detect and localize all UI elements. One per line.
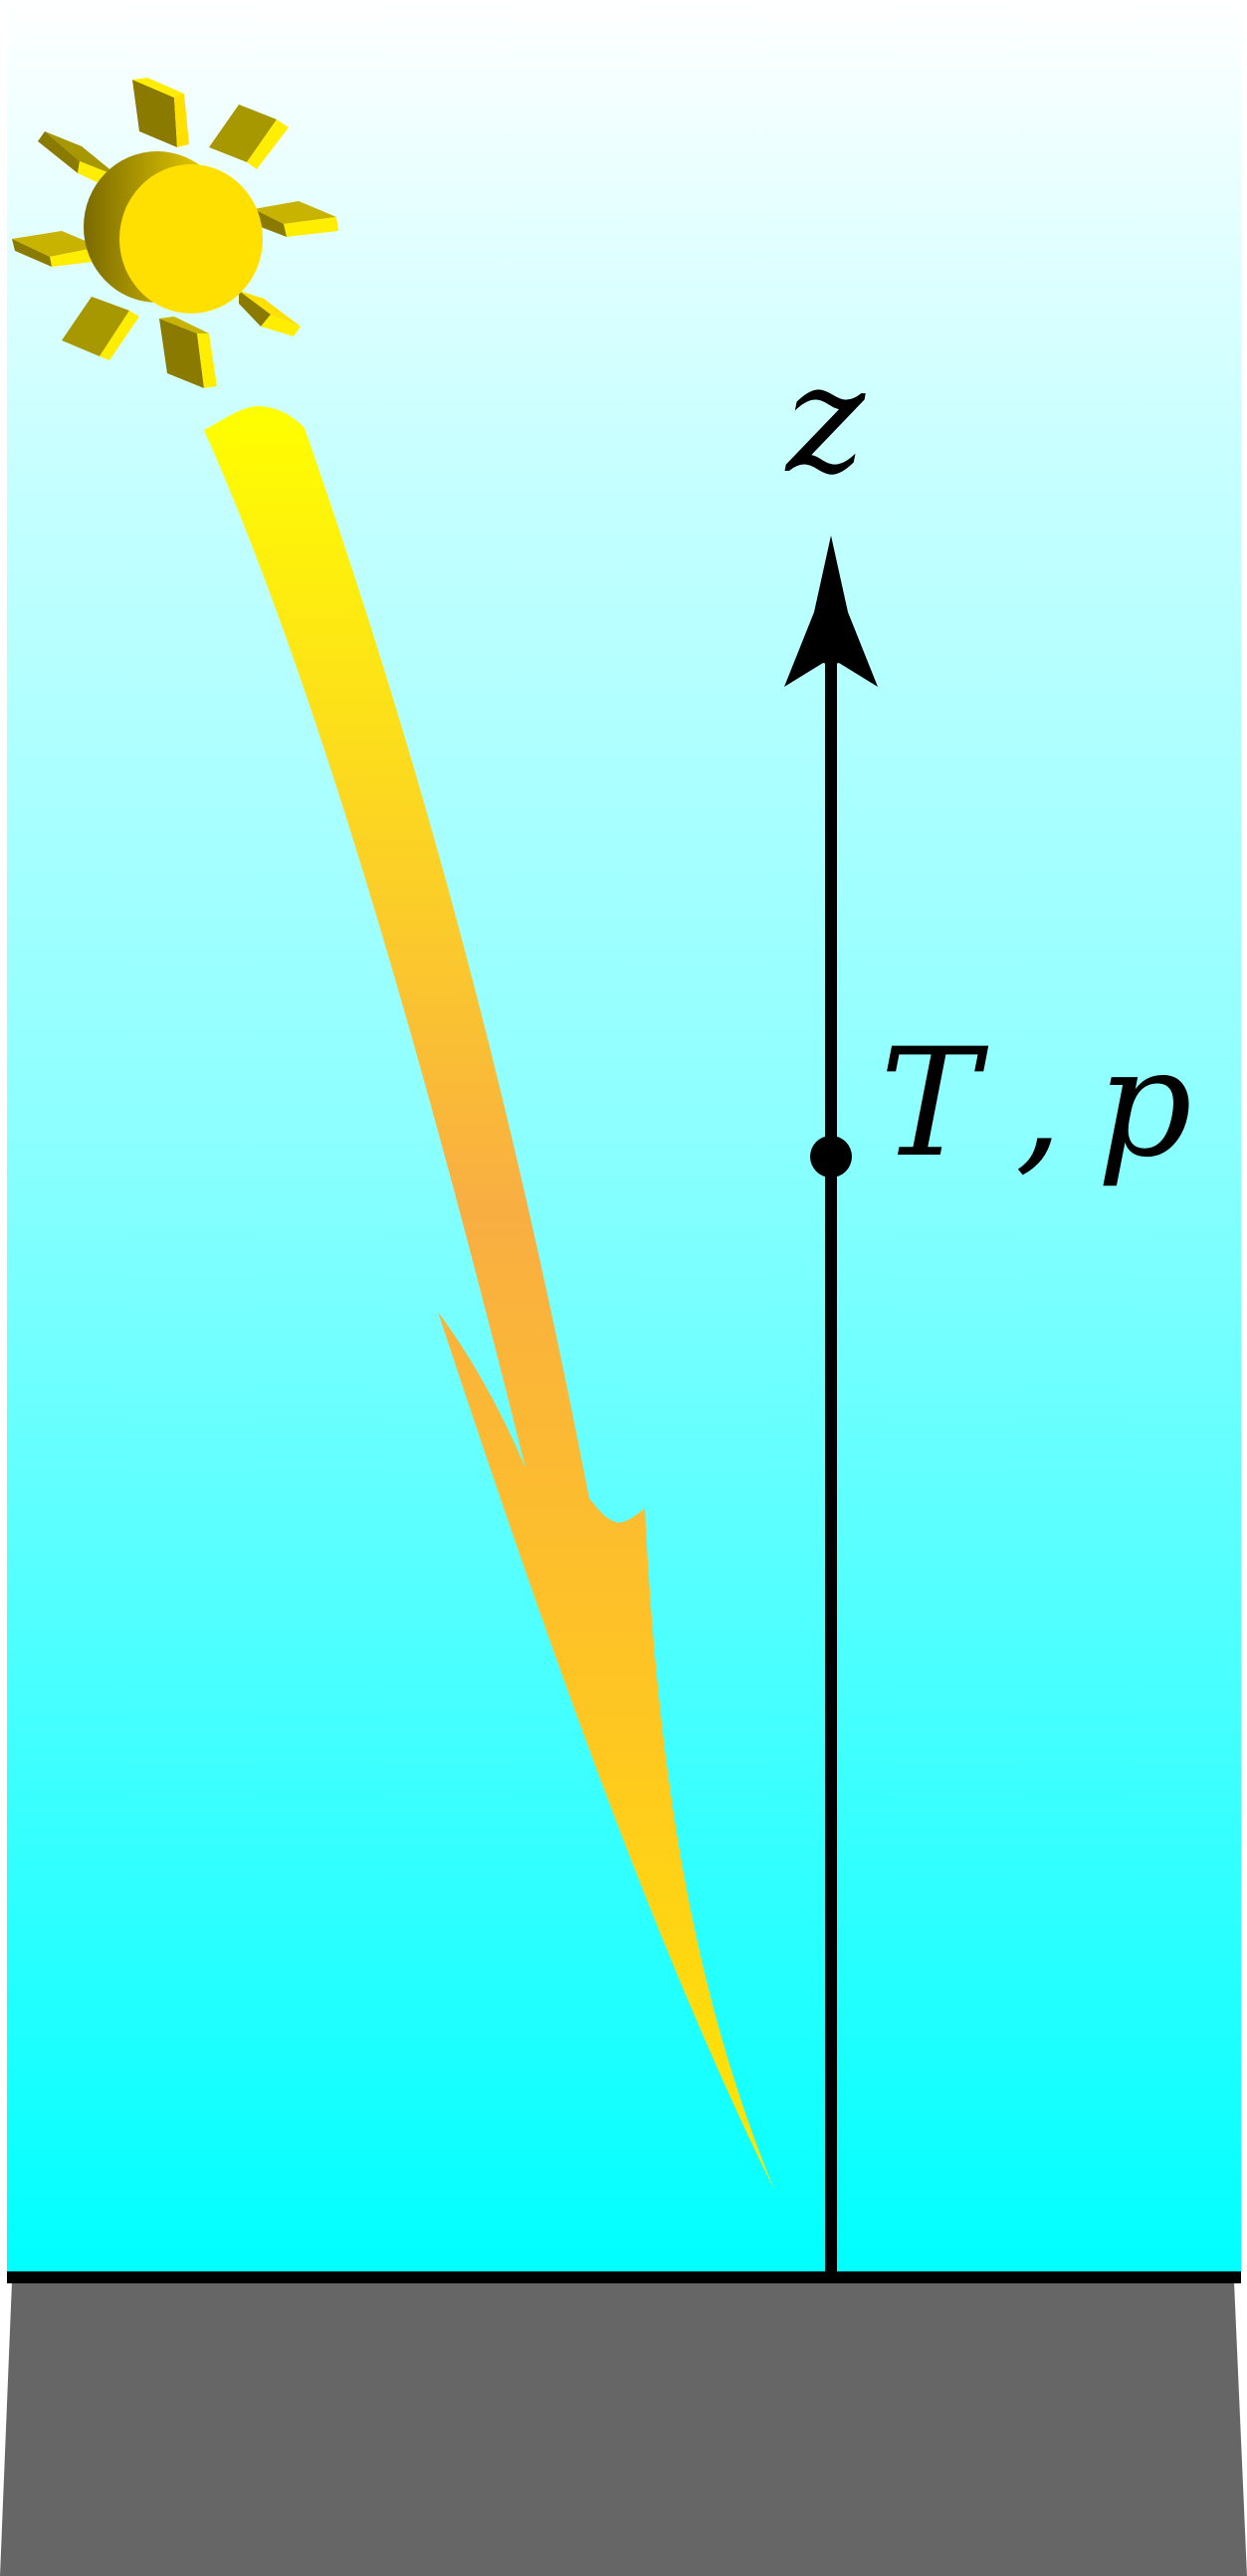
pressure-label: p bbox=[1097, 1017, 1192, 1190]
sunlight-beam-arrow-icon bbox=[204, 406, 774, 2190]
sun-ray bbox=[209, 105, 289, 169]
z-axis bbox=[784, 536, 878, 2274]
z-axis-line bbox=[825, 637, 837, 2274]
sun-disc-face bbox=[119, 164, 263, 314]
surface-line bbox=[7, 2271, 1241, 2283]
label-separator: , bbox=[1015, 1017, 1063, 1190]
z-axis-label: z bbox=[784, 333, 866, 507]
z-axis-arrowhead bbox=[784, 536, 878, 687]
sun-ray bbox=[159, 317, 217, 388]
ground bbox=[0, 2281, 1247, 2576]
sun-ray bbox=[132, 78, 189, 147]
sun-ray bbox=[62, 297, 139, 360]
sun-icon bbox=[12, 78, 338, 388]
sun-ray bbox=[239, 291, 301, 336]
temperature-label: T bbox=[880, 1017, 989, 1190]
sun-ray bbox=[254, 201, 338, 237]
state-point-marker bbox=[810, 1136, 852, 1178]
